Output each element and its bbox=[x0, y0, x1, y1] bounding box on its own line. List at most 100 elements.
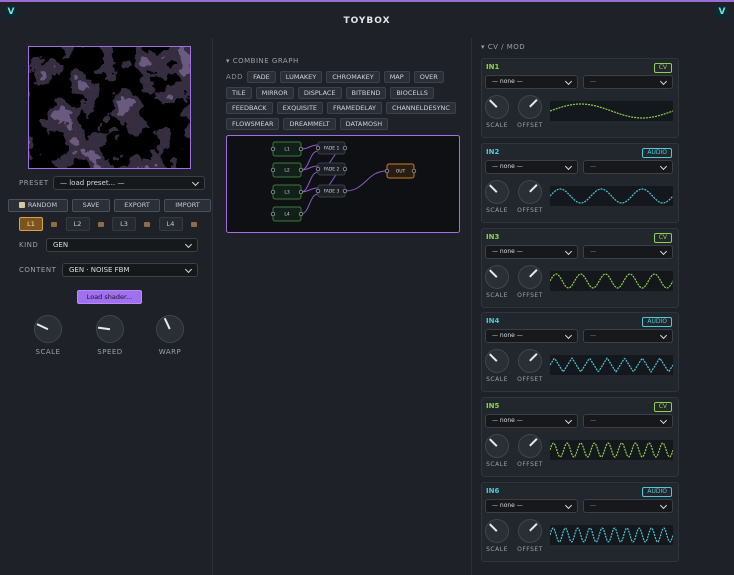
lock-icon[interactable] bbox=[97, 222, 104, 227]
add-node-button[interactable]: BITBEND bbox=[345, 86, 387, 99]
graph-port bbox=[384, 168, 390, 174]
graph-port bbox=[315, 145, 321, 151]
knob-label: SCALE bbox=[486, 376, 508, 384]
preset-label: PRESET bbox=[19, 179, 49, 187]
add-node-button[interactable]: FRAMEDELAY bbox=[327, 102, 382, 114]
knob-label: OFFSET bbox=[517, 291, 543, 299]
knob[interactable] bbox=[34, 315, 62, 343]
add-toolbar: ADD FADE LUMAKEY CHROMAKEY MAP OVER TILE MIRRO… bbox=[226, 71, 462, 130]
source-select[interactable]: — none — bbox=[485, 75, 578, 89]
source-select[interactable]: — none — bbox=[485, 244, 578, 259]
knob[interactable] bbox=[518, 519, 542, 543]
input-name: IN3 bbox=[486, 232, 500, 241]
knob-indicator bbox=[489, 353, 498, 362]
input-type-tag: CV bbox=[653, 232, 672, 243]
add-node-button[interactable]: OVER bbox=[413, 71, 444, 83]
source-select[interactable]: — none — bbox=[485, 499, 578, 513]
kind-select[interactable]: GEN bbox=[46, 238, 198, 252]
input-type-tag: AUDIO bbox=[642, 317, 672, 328]
cv-card: IN3 CV bbox=[481, 227, 679, 308]
knob-label: SCALE bbox=[486, 291, 508, 299]
layer-tab[interactable]: L1 bbox=[19, 217, 43, 231]
knob-indicator bbox=[529, 438, 538, 447]
add-node-button[interactable]: FLOWSMEAR bbox=[226, 117, 280, 130]
knob[interactable] bbox=[485, 349, 509, 374]
action-button[interactable]: SAVE bbox=[72, 199, 110, 212]
knob[interactable] bbox=[518, 434, 542, 459]
app-title: TOYBOX bbox=[343, 16, 391, 26]
target-select[interactable]: — bbox=[583, 414, 673, 429]
add-node-button[interactable]: DATAMOSH bbox=[339, 117, 389, 130]
action-button[interactable]: RANDOM bbox=[8, 199, 68, 212]
layer-tab[interactable]: L4 bbox=[158, 217, 183, 231]
add-node-button[interactable]: DREAMMELT bbox=[283, 117, 336, 130]
lock-icon[interactable] bbox=[144, 222, 150, 227]
graph-node-label: FADE 2 bbox=[324, 167, 340, 173]
action-button[interactable]: IMPORT bbox=[164, 199, 211, 212]
add-node-button[interactable]: FADE bbox=[247, 71, 276, 83]
knob-label: SPEED bbox=[97, 348, 123, 356]
knob[interactable] bbox=[96, 315, 124, 343]
knob[interactable] bbox=[518, 179, 542, 204]
layer-tab[interactable]: L3 bbox=[112, 217, 136, 231]
graph-port bbox=[298, 146, 304, 152]
add-node-button[interactable]: CHANNELDESYNC bbox=[386, 102, 456, 114]
knob-indicator bbox=[529, 523, 538, 532]
load-shader-button[interactable]: Load shader... bbox=[77, 290, 142, 304]
preset-select[interactable]: — load preset... — bbox=[53, 176, 205, 190]
lock-icon[interactable] bbox=[51, 222, 57, 227]
target-select[interactable]: — bbox=[583, 75, 673, 89]
knob-indicator bbox=[529, 269, 538, 278]
lock-icon[interactable] bbox=[190, 222, 197, 227]
knob-indicator bbox=[489, 523, 498, 532]
input-name: IN4 bbox=[486, 317, 500, 326]
graph-header: ▾ COMBINE GRAPH bbox=[226, 57, 299, 65]
knob-indicator bbox=[529, 184, 538, 193]
target-select[interactable]: — bbox=[583, 499, 673, 513]
add-node-button[interactable]: TILE bbox=[226, 86, 252, 99]
knob[interactable] bbox=[518, 264, 542, 289]
graph-port bbox=[315, 166, 321, 172]
input-name: IN5 bbox=[486, 402, 500, 411]
action-button[interactable]: EXPORT bbox=[114, 199, 160, 212]
knob[interactable] bbox=[518, 95, 542, 119]
knob-indicator bbox=[489, 269, 498, 278]
knob[interactable] bbox=[485, 179, 509, 204]
waveform bbox=[550, 270, 673, 291]
add-node-button[interactable]: CHROMAKEY bbox=[326, 71, 380, 83]
knob[interactable] bbox=[485, 264, 509, 289]
graph-port bbox=[315, 188, 321, 194]
graph-port bbox=[298, 167, 304, 173]
target-select[interactable]: — bbox=[583, 159, 673, 174]
knob[interactable] bbox=[485, 95, 509, 119]
source-select[interactable]: — none — bbox=[485, 329, 578, 344]
content-select[interactable]: GEN · NOISE FBM bbox=[62, 263, 198, 277]
add-node-button[interactable]: EXQUISITE bbox=[276, 102, 324, 114]
add-node-button[interactable]: DISPLACE bbox=[297, 86, 342, 99]
layer-tab[interactable]: L2 bbox=[65, 217, 90, 231]
knob[interactable] bbox=[485, 519, 509, 543]
preview-canvas bbox=[28, 46, 191, 169]
add-node-button[interactable]: MAP bbox=[383, 71, 410, 83]
app-icon: V bbox=[716, 6, 728, 18]
input-type-tag: AUDIO bbox=[642, 147, 672, 158]
add-node-button[interactable]: MIRROR bbox=[255, 86, 294, 99]
waveform bbox=[550, 355, 673, 376]
knob[interactable] bbox=[485, 434, 509, 459]
add-node-button[interactable]: BIOCELLS bbox=[390, 86, 434, 99]
source-select[interactable]: — none — bbox=[485, 414, 578, 429]
graph-port bbox=[342, 166, 348, 172]
knob[interactable] bbox=[156, 315, 184, 343]
source-select[interactable]: — none — bbox=[485, 159, 578, 174]
graph-node-label: FADE 1 bbox=[324, 146, 340, 152]
knob-indicator bbox=[37, 323, 49, 330]
knob[interactable] bbox=[518, 349, 542, 374]
waveform-line bbox=[550, 103, 673, 119]
add-node-button[interactable]: FEEDBACK bbox=[226, 102, 273, 114]
add-node-button[interactable]: LUMAKEY bbox=[279, 71, 323, 83]
target-select[interactable]: — bbox=[583, 244, 673, 259]
knob-indicator bbox=[164, 318, 171, 330]
input-name: IN1 bbox=[486, 63, 500, 71]
target-select[interactable]: — bbox=[583, 329, 673, 344]
waveform-line bbox=[550, 527, 673, 543]
